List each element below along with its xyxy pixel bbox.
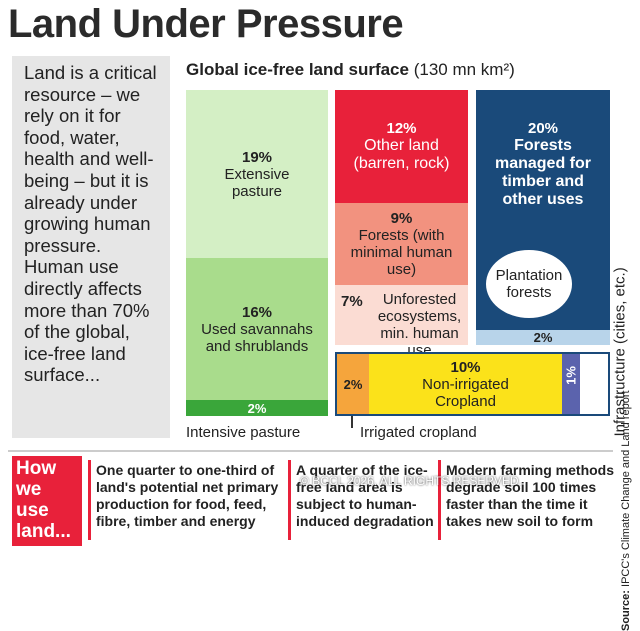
block: 2% — [337, 354, 369, 414]
block: 10% Non-irrigated Cropland — [369, 354, 562, 414]
block-percent: 12% — [386, 120, 417, 137]
watermark: © BCCL 2026. ALL RIGHTS RESERVED. — [300, 474, 522, 488]
intro-box: Land is a critical resource – we rely on… — [12, 56, 170, 438]
subtitle: Global ice-free land surface (130 mn km²… — [186, 60, 515, 80]
footer-heading: How we use land... — [12, 456, 82, 546]
block: 12% Other land (barren, rock) — [335, 90, 468, 203]
block: 9% Forests (with minimal human use) — [335, 203, 468, 285]
block-label: Non-irrigated Cropland — [422, 375, 509, 410]
block-label: Plantation forests — [495, 267, 563, 301]
title: Land Under Pressure — [8, 2, 404, 46]
block-label: Other land (barren, rock) — [353, 137, 450, 172]
source-label: Source: — [620, 590, 632, 631]
block-percent: 2% — [343, 376, 363, 392]
plantation-circle: Plantation forests — [486, 250, 572, 318]
footer-note: A quarter of the ice-free land area is s… — [296, 462, 434, 529]
block-label: Unforested ecosystems, min. human use — [377, 291, 462, 359]
block-percent: 20% — [527, 120, 559, 137]
footer-line — [8, 450, 613, 452]
block-percent: 10% — [450, 358, 481, 376]
block-percent: 16% — [241, 303, 273, 321]
footer-note: One quarter to one-third of land's poten… — [96, 462, 279, 529]
intro-text: Land is a critical resource – we rely on… — [24, 62, 157, 386]
pointer-dot — [351, 416, 353, 428]
footer-sep — [438, 460, 441, 540]
block: 16% Used savannahs and shrublands — [186, 258, 328, 400]
block: 2% — [476, 330, 610, 345]
subtitle-main: Global ice-free land surface — [186, 60, 409, 79]
block-label: Extensive pasture — [224, 165, 290, 200]
block-percent: 2% — [533, 330, 553, 345]
cropland-frame — [335, 352, 610, 416]
footer-sep — [88, 460, 91, 540]
footer-sep — [288, 460, 291, 540]
footer-note: Modern farming methods degrade soil 100 … — [446, 462, 615, 529]
block: 2% — [186, 400, 328, 416]
block-label: Forests managed for timber and other use… — [494, 137, 591, 208]
block-percent: 1% — [563, 366, 579, 385]
block-percent: 2% — [247, 400, 267, 416]
block-label: Forests (with minimal human use) — [350, 227, 453, 278]
block — [562, 354, 580, 414]
source: Source: IPCC's Climate Change and Land r… — [620, 251, 632, 631]
block-label: Intensive pasture — [186, 424, 301, 441]
subtitle-unit: (130 mn km²) — [413, 60, 515, 79]
block-label: Used savannahs and shrublands — [201, 320, 313, 355]
block: 19% Extensive pasture — [186, 90, 328, 258]
block-label: Irrigated cropland — [360, 424, 477, 441]
block: 7% Unforested ecosystems, min. human use — [335, 285, 468, 359]
block-percent: 9% — [390, 210, 413, 227]
source-text: IPCC's Climate Change and Land report — [620, 390, 632, 587]
block-percent: 7% — [341, 293, 363, 310]
page: Land Under Pressure Land is a critical r… — [8, 2, 632, 631]
block-percent: 19% — [241, 148, 273, 166]
